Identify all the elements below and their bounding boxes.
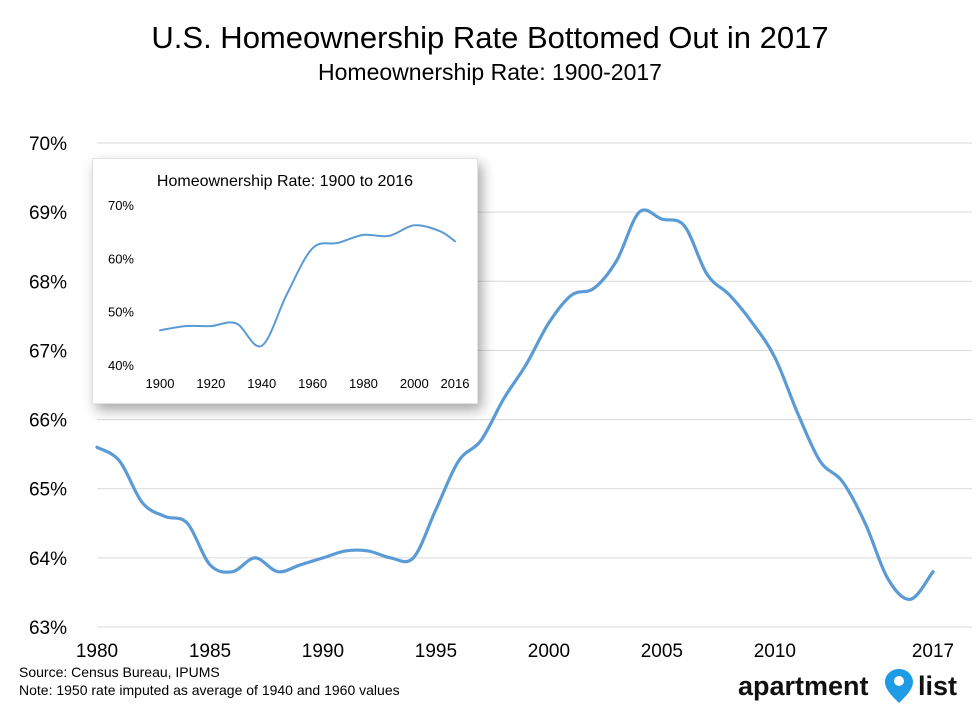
source-text: Source: Census Bureau, IPUMS	[19, 664, 220, 680]
inset-x-tick-label: 1940	[247, 376, 276, 391]
inset-x-tick-label: 1960	[298, 376, 327, 391]
main-x-tick-label: 1990	[302, 641, 344, 662]
main-x-tick-label: 2017	[912, 641, 954, 662]
inset-x-axis: 1900 1920 1940 1960 1980 2000 2016	[146, 376, 470, 391]
inset-x-tick-label: 1900	[146, 376, 175, 391]
main-x-tick-label: 2005	[641, 641, 683, 662]
note-text: Note: 1950 rate imputed as average of 19…	[19, 682, 400, 698]
main-x-tick-label: 1985	[189, 641, 231, 662]
inset-y-tick-label: 60%	[108, 251, 134, 266]
inset-x-tick-label: 1980	[349, 376, 378, 391]
main-x-tick-label: 2010	[754, 641, 796, 662]
inset-y-axis: 40% 50% 60% 70%	[108, 198, 134, 373]
inset-line-chart: 40% 50% 60% 70% 1900 1920 1940 1960 1980 2000 201…	[108, 198, 470, 391]
inset-chart-title: Homeownership Rate: 1900 to 2016	[156, 173, 414, 190]
chart-notes: Source: Census Bureau, IPUMS Note: 1950 …	[19, 663, 400, 699]
main-y-tick-label: 69%	[29, 203, 67, 224]
main-y-tick-label: 68%	[29, 272, 67, 293]
main-y-tick-label: 65%	[29, 480, 67, 501]
main-y-tick-label: 64%	[29, 549, 67, 570]
inset-y-tick-label: 40%	[108, 358, 134, 373]
main-y-tick-label: 66%	[29, 411, 67, 432]
main-x-tick-label: 2000	[528, 641, 570, 662]
logo-word-apartment: apartment	[738, 671, 869, 701]
inset-chart-panel: 40% 50% 60% 70% 1900 1920 1940 1960 1980 2000 201…	[92, 158, 478, 404]
inset-y-tick-label: 70%	[108, 198, 134, 213]
main-series-line	[95, 208, 935, 601]
chart-subtitle: Homeownership Rate: 1900-2017	[318, 59, 662, 85]
main-x-axis: 1980 1985 1990 1995 2000 2005 2010 2017	[76, 641, 954, 662]
main-x-tick-label: 1995	[415, 641, 457, 662]
main-x-tick-label: 1980	[76, 641, 118, 662]
inset-x-tick-label: 2016	[441, 376, 470, 391]
inset-y-tick-label: 50%	[108, 305, 134, 320]
logo-word-list: list	[918, 671, 957, 701]
main-y-tick-label: 67%	[29, 341, 67, 362]
main-y-axis: 63% 64% 65% 66% 67% 68% 69% 70%	[29, 134, 67, 639]
inset-series-line	[159, 224, 456, 348]
chart-title: U.S. Homeownership Rate Bottomed Out in …	[151, 20, 829, 55]
main-y-tick-label: 70%	[29, 134, 67, 155]
main-y-tick-label: 63%	[29, 618, 67, 639]
inset-x-tick-label: 1920	[196, 376, 225, 391]
inset-x-tick-label: 2000	[400, 376, 429, 391]
location-pin-icon	[885, 669, 913, 703]
apartment-list-logo: apartment list	[738, 669, 957, 703]
